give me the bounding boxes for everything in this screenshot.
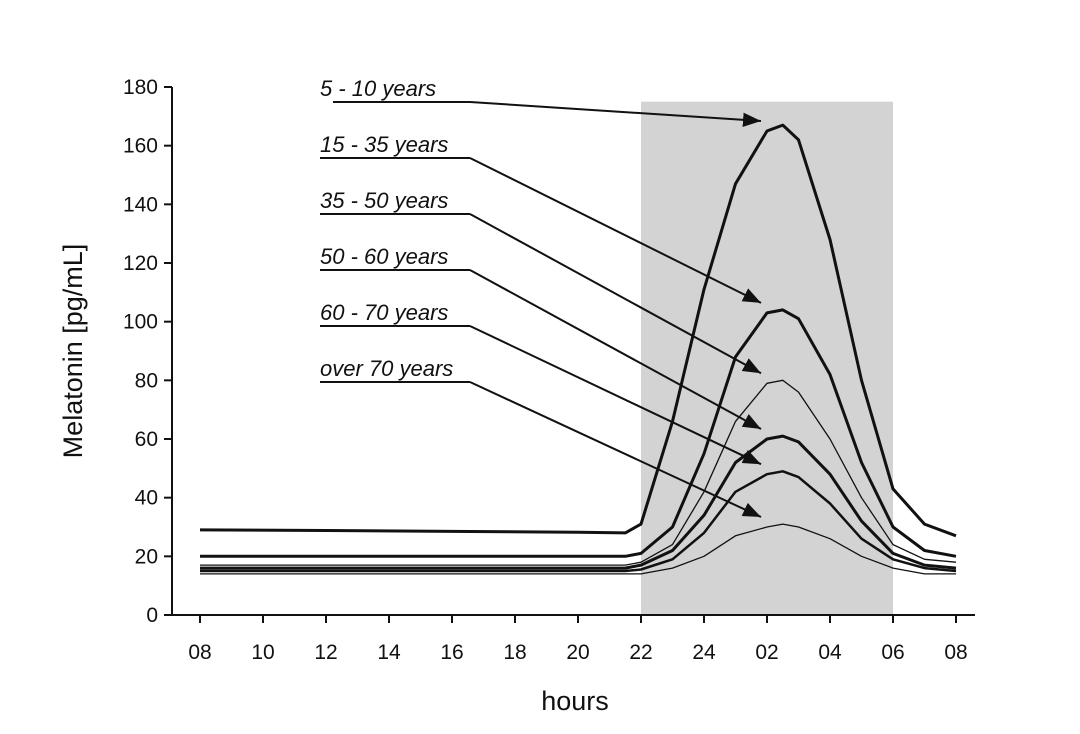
- line: [200, 470, 957, 573]
- x-tick-label: 02: [755, 641, 778, 664]
- line: [200, 379, 957, 566]
- y-tick-label: 60: [135, 428, 158, 451]
- x-tick-label: 08: [944, 641, 967, 664]
- line: [199, 123, 957, 538]
- x-tick-label: 14: [377, 641, 401, 664]
- y-tick-label: 0: [146, 604, 158, 627]
- x-tick-label: 16: [440, 641, 463, 664]
- label-arrow: [469, 101, 762, 128]
- x-tick-label: 18: [503, 641, 526, 664]
- x-tick-label: 06: [881, 641, 904, 664]
- x-tick-label: 20: [566, 641, 589, 664]
- y-tick-label: 160: [123, 135, 158, 158]
- y-tick-label: 180: [123, 76, 158, 99]
- series-label: over 70 years: [320, 356, 453, 381]
- y-tick-label: 20: [135, 545, 158, 568]
- series-label: 60 - 70 years: [320, 300, 448, 325]
- y-tick-label: 140: [123, 193, 158, 216]
- y-tick-label: 120: [123, 252, 158, 275]
- x-tick-label: 10: [251, 641, 274, 664]
- x-tick-label: 04: [818, 641, 842, 664]
- label-arrow: [469, 381, 762, 518]
- label-arrow: [469, 325, 762, 466]
- x-axis-label: hours: [541, 686, 609, 716]
- label-arrow: [469, 269, 762, 430]
- series-label: 35 - 50 years: [320, 188, 448, 213]
- line: [200, 434, 957, 570]
- series-label: 50 - 60 years: [320, 244, 448, 269]
- line: [200, 308, 957, 558]
- label-arrow: [469, 213, 762, 375]
- line: [200, 523, 956, 575]
- x-tick-label: 12: [314, 641, 337, 664]
- y-axis-label: Melatonin [pg/mL]: [58, 244, 88, 459]
- x-tick-label: 24: [692, 641, 716, 664]
- night-shade: [641, 101, 893, 615]
- series-label: 15 - 35 years: [320, 132, 448, 157]
- x-tick-label: 22: [629, 641, 652, 664]
- y-tick-label: 100: [123, 311, 158, 334]
- y-tick-label: 80: [135, 369, 158, 392]
- label-arrow: [469, 157, 762, 304]
- y-tick-label: 40: [135, 487, 158, 510]
- series-label: 5 - 10 years: [320, 76, 436, 101]
- x-tick-label: 08: [188, 641, 211, 664]
